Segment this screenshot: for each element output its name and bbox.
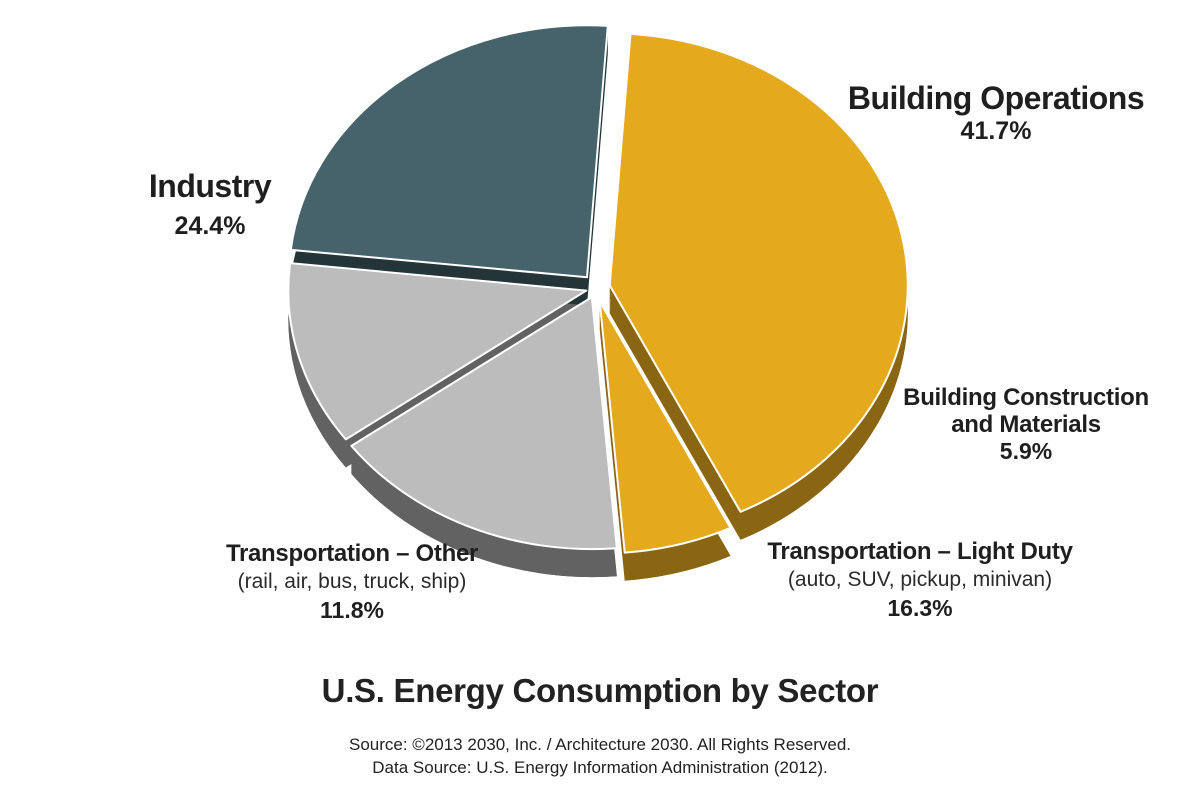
slice-name-transportation-other: Transportation – Other [225,540,479,567]
slice-name-industry: Industry [148,168,272,204]
slice-value-industry: 24.4% [174,212,246,240]
data-source-credit: Data Source: U.S. Energy Information Adm… [372,758,828,777]
slice-value-building-construction: 5.9% [999,438,1053,464]
pie-slice-transportation-other [287,262,588,441]
label-building-construction: Building Construction and Materials 5.9% [896,384,1156,465]
pie-chart-svg [287,24,909,581]
pie-slice-industry [289,24,609,279]
pie-slice-building-construction [598,300,732,554]
pie-slice-building-operations [608,32,909,513]
label-transportation-light-duty: Transportation – Light Duty (auto, SUV, … [740,538,1100,622]
slice-name-building-construction-line1: Building Construction [903,384,1149,411]
label-building-operations: Building Operations 41.7% [846,80,1146,146]
slice-value-building-operations: 41.7% [960,117,1032,145]
slice-sublabel-transportation-light-duty: (auto, SUV, pickup, minivan) [787,568,1053,591]
slice-name-building-construction-line2: and Materials [951,411,1101,438]
source-credit: Source: ©2013 2030, Inc. / Architecture … [348,735,852,754]
slice-name-building-operations: Building Operations [847,80,1145,116]
slice-value-transportation-other: 11.8% [320,597,384,623]
pie-slice-transportation-light-duty [350,296,618,551]
slice-value-transportation-light-duty: 16.3% [887,595,953,621]
chart-title: U.S. Energy Consumption by Sector [321,672,879,709]
slice-sublabel-transportation-other: (rail, air, bus, truck, ship) [237,570,467,593]
label-transportation-other: Transportation – Other (rail, air, bus, … [192,540,512,624]
label-industry: Industry 24.4% [120,166,300,246]
slice-name-transportation-light-duty: Transportation – Light Duty [767,538,1073,565]
